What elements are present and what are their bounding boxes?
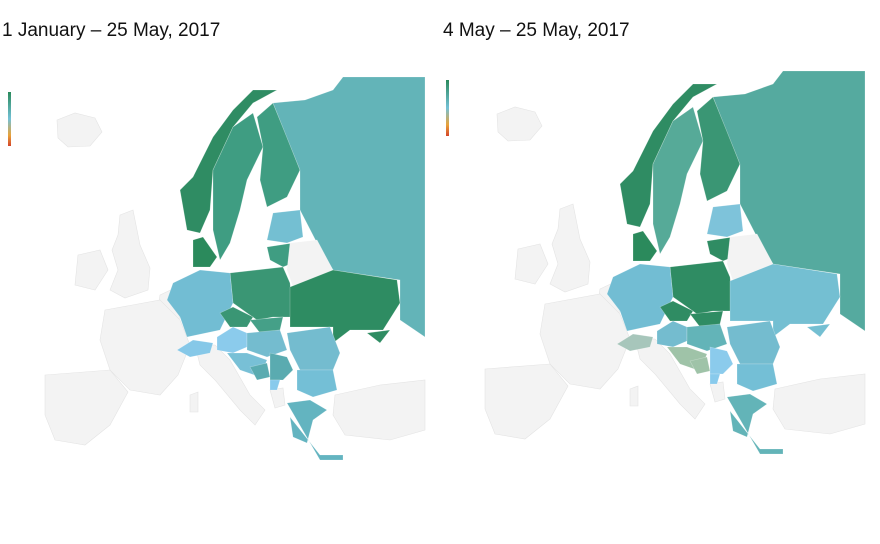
country-bulgaria[interactable] xyxy=(736,363,778,392)
country-czech[interactable] xyxy=(659,300,694,322)
country-greece[interactable] xyxy=(286,399,344,461)
country-czech[interactable] xyxy=(219,306,254,328)
color-scale-legend-left xyxy=(8,92,11,146)
country-italy-no-data xyxy=(194,344,266,426)
country-albania-no-data xyxy=(709,381,726,403)
country-greece[interactable] xyxy=(726,393,784,455)
country-ukraine[interactable] xyxy=(289,269,401,344)
country-norway[interactable] xyxy=(619,83,718,228)
country-germany[interactable] xyxy=(166,269,234,338)
choropleth-map-right xyxy=(484,70,866,455)
country-romania[interactable] xyxy=(286,326,341,371)
country-bulgaria[interactable] xyxy=(296,369,338,398)
country-hungary[interactable] xyxy=(686,323,728,352)
country-ukraine[interactable] xyxy=(729,263,841,338)
country-turkey-no-data xyxy=(332,379,426,441)
country-denmark[interactable] xyxy=(632,230,658,262)
country-baltics[interactable] xyxy=(266,209,304,244)
country-france-no-data xyxy=(99,299,191,396)
color-scale-legend-right xyxy=(446,80,449,136)
country-germany[interactable] xyxy=(606,263,674,332)
country-ireland-no-data xyxy=(74,249,109,291)
country-albania-no-data xyxy=(269,387,286,409)
country-iceland-no-data xyxy=(56,112,103,148)
country-denmark[interactable] xyxy=(192,236,218,268)
country-spain-no-data xyxy=(44,369,129,446)
country-sardinia-no-data xyxy=(629,385,639,407)
country-norway[interactable] xyxy=(179,89,278,234)
country-france-no-data xyxy=(539,293,631,390)
country-sardinia-no-data xyxy=(189,391,199,413)
country-ireland-no-data xyxy=(514,243,549,285)
country-serbia[interactable] xyxy=(709,346,734,375)
country-austria[interactable] xyxy=(656,320,688,348)
country-switzerland[interactable] xyxy=(616,333,654,352)
country-serbia[interactable] xyxy=(269,352,294,381)
country-sweden[interactable] xyxy=(652,106,704,255)
country-romania[interactable] xyxy=(726,320,781,365)
country-turkey-no-data xyxy=(772,373,866,435)
map-title-right: 4 May – 25 May, 2017 xyxy=(443,20,630,41)
country-montenegro[interactable] xyxy=(709,373,721,385)
country-spain-no-data xyxy=(484,363,569,440)
country-crimea[interactable] xyxy=(366,329,391,344)
country-baltics[interactable] xyxy=(706,203,744,238)
choropleth-map-left xyxy=(44,76,426,461)
map-title-left: 1 January – 25 May, 2017 xyxy=(2,20,221,41)
country-uk-no-data xyxy=(109,209,151,299)
country-crimea[interactable] xyxy=(806,323,831,338)
country-iceland-no-data xyxy=(496,106,543,142)
country-uk-no-data xyxy=(549,203,591,293)
country-hungary[interactable] xyxy=(246,329,288,358)
country-austria[interactable] xyxy=(216,326,248,354)
country-switzerland[interactable] xyxy=(176,339,214,358)
country-italy-no-data xyxy=(634,338,706,420)
country-sweden[interactable] xyxy=(212,112,264,261)
country-montenegro[interactable] xyxy=(269,379,281,391)
